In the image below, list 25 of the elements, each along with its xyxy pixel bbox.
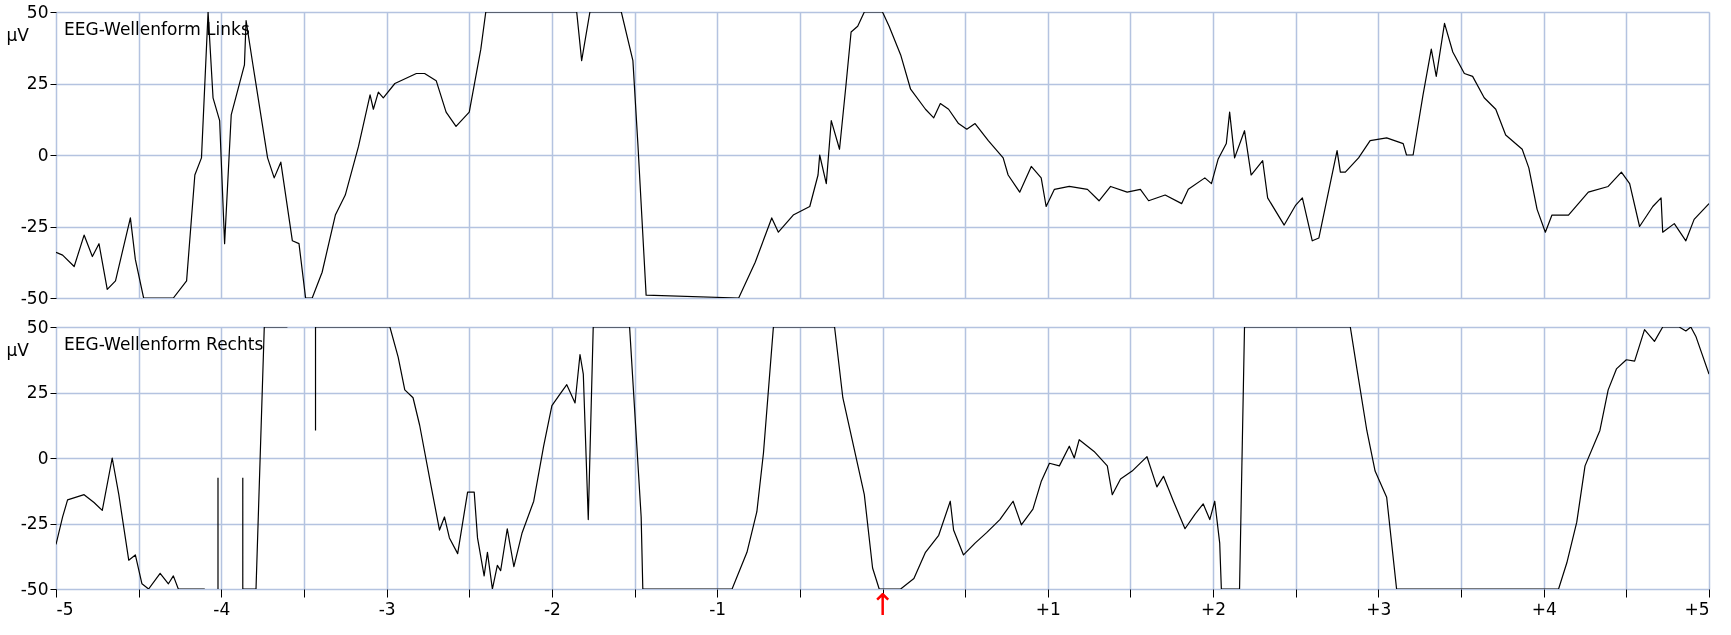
y-tick-label: -25 bbox=[20, 216, 49, 236]
annotation: ↑ bbox=[869, 587, 896, 622]
y-tick-label: 0 bbox=[37, 447, 49, 468]
y-tick-label: -50 bbox=[20, 287, 49, 308]
x-tick-label: -3 bbox=[378, 598, 396, 619]
x-tick-label: -2 bbox=[543, 598, 561, 619]
x-tick-label: -4 bbox=[213, 598, 231, 619]
line-series bbox=[56, 12, 1709, 298]
y-tick-label: 50 bbox=[26, 1, 49, 22]
x-tick-label: -1 bbox=[709, 598, 727, 619]
y-tick-label: 25 bbox=[26, 382, 49, 402]
chart-title: EEG-Wellenform Rechts bbox=[64, 334, 264, 354]
y-tick-label: 0 bbox=[37, 144, 49, 165]
x-tick-label: +1 bbox=[1035, 598, 1061, 619]
y-tick-label: 50 bbox=[26, 316, 49, 337]
x-tick-label: +4 bbox=[1531, 598, 1557, 619]
y-tick-label: -25 bbox=[20, 513, 49, 533]
y-tick-label: 25 bbox=[26, 73, 49, 93]
y-axis-title: µV bbox=[6, 24, 30, 45]
x-tick-label: +3 bbox=[1366, 598, 1392, 619]
x-tick-label: +2 bbox=[1201, 598, 1227, 619]
y-axis-title: µV bbox=[6, 339, 30, 360]
x-tick-label: +5 bbox=[1684, 598, 1710, 619]
y-tick-label: -50 bbox=[20, 578, 49, 599]
x-tick-label: -5 bbox=[56, 598, 74, 619]
